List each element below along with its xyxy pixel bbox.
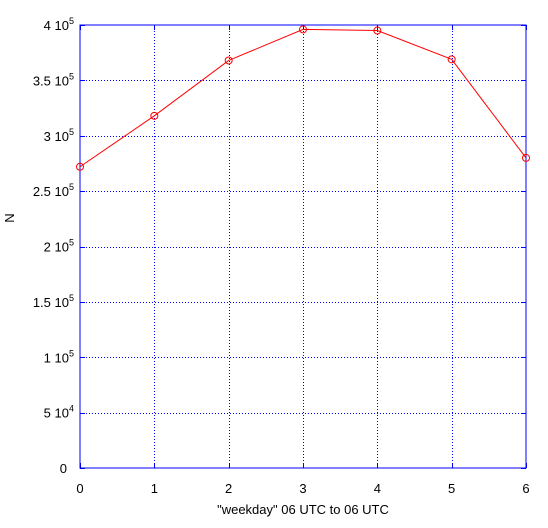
x-axis-label: "weekday" 06 UTC to 06 UTC xyxy=(217,502,389,517)
data-point xyxy=(299,25,307,34)
x-tick-label: 3 xyxy=(299,481,306,496)
y-tick-label: 1.5 105 xyxy=(33,293,74,310)
y-tick-label: 4 105 xyxy=(44,16,74,33)
data-point xyxy=(224,56,233,65)
grid xyxy=(80,25,526,468)
x-tick-label: 6 xyxy=(522,481,529,496)
series-line xyxy=(79,28,527,168)
x-tick-label: 0 xyxy=(76,481,83,496)
y-tick-label: 2.5 105 xyxy=(33,182,74,199)
data-point xyxy=(373,26,382,35)
y-tick-label: 5 104 xyxy=(44,404,74,421)
x-tick-label: 4 xyxy=(374,481,381,496)
data-point xyxy=(150,111,159,120)
x-tick-label: 1 xyxy=(151,481,158,496)
data-point xyxy=(76,162,84,171)
x-tick-label: 5 xyxy=(448,481,455,496)
x-tick-label: 2 xyxy=(225,481,232,496)
series xyxy=(76,25,530,171)
y-tick-label: 2 105 xyxy=(44,238,74,255)
data-point xyxy=(522,153,530,162)
y-tick-labels: 0 5 104 1 105 1.5 105 2 105 2.5 105 3 105 3.5 1… xyxy=(33,16,74,476)
y-tick-label: 3.5 105 xyxy=(33,71,74,88)
y-axis-label: N xyxy=(2,213,17,222)
y-tick-label: 0 xyxy=(60,461,67,476)
data-point xyxy=(447,55,456,64)
x-tick-labels: 0 1 2 3 4 5 6 xyxy=(76,481,529,496)
y-tick-label: 3 105 xyxy=(44,127,74,144)
y-tick-label: 1 105 xyxy=(44,348,74,365)
